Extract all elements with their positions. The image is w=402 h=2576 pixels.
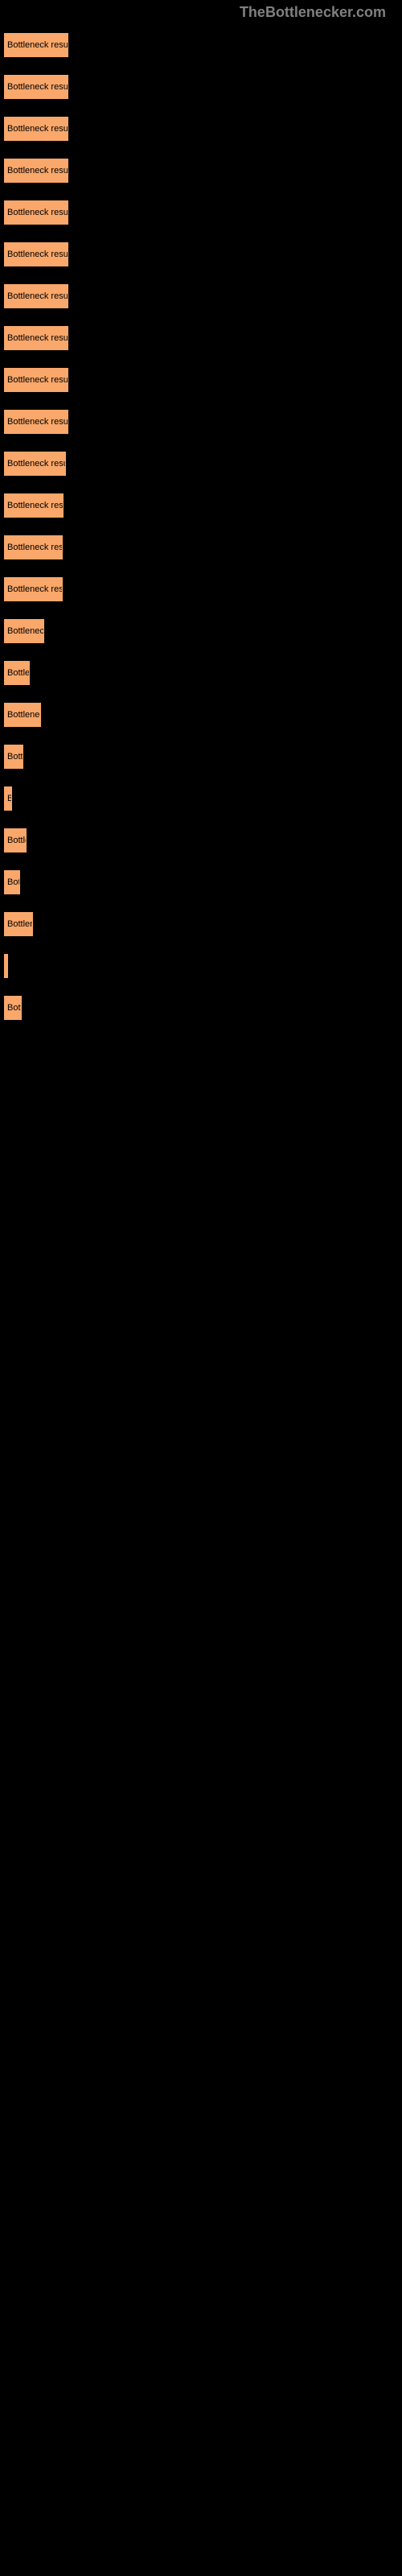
- bar-row: [4, 954, 398, 978]
- bar-label: Bottleneck result: [7, 82, 68, 92]
- bar-label: Bottleneck result: [7, 459, 66, 469]
- bar: Bot: [4, 870, 20, 894]
- bar-label: Bottler: [7, 668, 30, 678]
- bar-row: Bottler: [4, 661, 398, 685]
- bar-label: Bott: [7, 1003, 22, 1013]
- bar-label: Bottleneck resu: [7, 543, 63, 552]
- bar: Bottleneck result: [4, 452, 66, 476]
- bar-row: Bottleneck result: [4, 452, 398, 476]
- bar: Bottler: [4, 661, 30, 685]
- bar-row: Bottlen: [4, 912, 398, 936]
- bar: [4, 954, 8, 978]
- site-name: TheBottlenecker.com: [240, 4, 386, 20]
- bar-label: Bottleneck result: [7, 250, 68, 259]
- bar-row: Bottleneck result: [4, 75, 398, 99]
- bar-label: Bottleneck result: [7, 208, 68, 217]
- bar: Bottleneck result: [4, 200, 68, 225]
- bar: Bottleneck resu: [4, 535, 63, 559]
- bar: Bottleneck resu: [4, 493, 64, 518]
- bar: Bott: [4, 996, 22, 1020]
- bar: Bottleneck result: [4, 117, 68, 141]
- bar-row: Bott: [4, 996, 398, 1020]
- bar-row: Bottleneck result: [4, 410, 398, 434]
- bar-row: Bottleneck result: [4, 159, 398, 183]
- bar-row: Bottleneck result: [4, 242, 398, 266]
- chart-container: Bottleneck result Bottleneck result Bottle…: [0, 25, 402, 1046]
- bar-label: Bottle: [7, 836, 27, 845]
- bar-row: Bottleneck result: [4, 33, 398, 57]
- bar-row: Bottleneck result: [4, 368, 398, 392]
- bar: Bottleneck result: [4, 33, 68, 57]
- bar-label: B: [7, 794, 12, 803]
- bar-label: Bottlenec: [7, 710, 41, 720]
- bar-row: Bottleneck result: [4, 117, 398, 141]
- bar-row: Bottl: [4, 745, 398, 769]
- bar-label: Bottleneck result: [7, 166, 68, 175]
- bar: B: [4, 786, 12, 811]
- bar: Bottleneck result: [4, 75, 68, 99]
- bar: Bottleneck result: [4, 410, 68, 434]
- bar-label: Bottleneck: [7, 626, 44, 636]
- bar-label: Bot: [7, 877, 20, 887]
- bar: Bottleneck resu: [4, 577, 63, 601]
- bar-label: Bottleneck result: [7, 417, 68, 427]
- bar-label: Bottleneck result: [7, 375, 68, 385]
- bar-row: Bot: [4, 870, 398, 894]
- bar: Bottleneck: [4, 619, 44, 643]
- header: TheBottlenecker.com: [0, 0, 402, 25]
- bar-row: Bottleneck result: [4, 284, 398, 308]
- bar-row: Bottleneck result: [4, 326, 398, 350]
- bar-label: Bottlen: [7, 919, 33, 929]
- bar-row: Bottleneck resu: [4, 577, 398, 601]
- bar: Bottleneck result: [4, 159, 68, 183]
- bar: Bottl: [4, 745, 23, 769]
- bar: Bottleneck result: [4, 368, 68, 392]
- bar: Bottlen: [4, 912, 33, 936]
- bar-label: Bottleneck result: [7, 40, 68, 50]
- bar-row: Bottle: [4, 828, 398, 852]
- bar-row: Bottlenec: [4, 703, 398, 727]
- bar: Bottleneck result: [4, 284, 68, 308]
- bar-row: B: [4, 786, 398, 811]
- bar-label: Bottl: [7, 752, 23, 762]
- bar-row: Bottleneck resu: [4, 535, 398, 559]
- bar: Bottleneck result: [4, 326, 68, 350]
- bar-label: Bottleneck result: [7, 291, 68, 301]
- bar-row: Bottleneck result: [4, 200, 398, 225]
- bar-label: Bottleneck result: [7, 124, 68, 134]
- bar-row: Bottleneck resu: [4, 493, 398, 518]
- bar-label: Bottleneck result: [7, 333, 68, 343]
- bar-label: Bottleneck resu: [7, 501, 64, 510]
- bar-label: Bottleneck resu: [7, 584, 63, 594]
- bar: Bottle: [4, 828, 27, 852]
- bar: Bottlenec: [4, 703, 41, 727]
- bar-row: Bottleneck: [4, 619, 398, 643]
- bar: Bottleneck result: [4, 242, 68, 266]
